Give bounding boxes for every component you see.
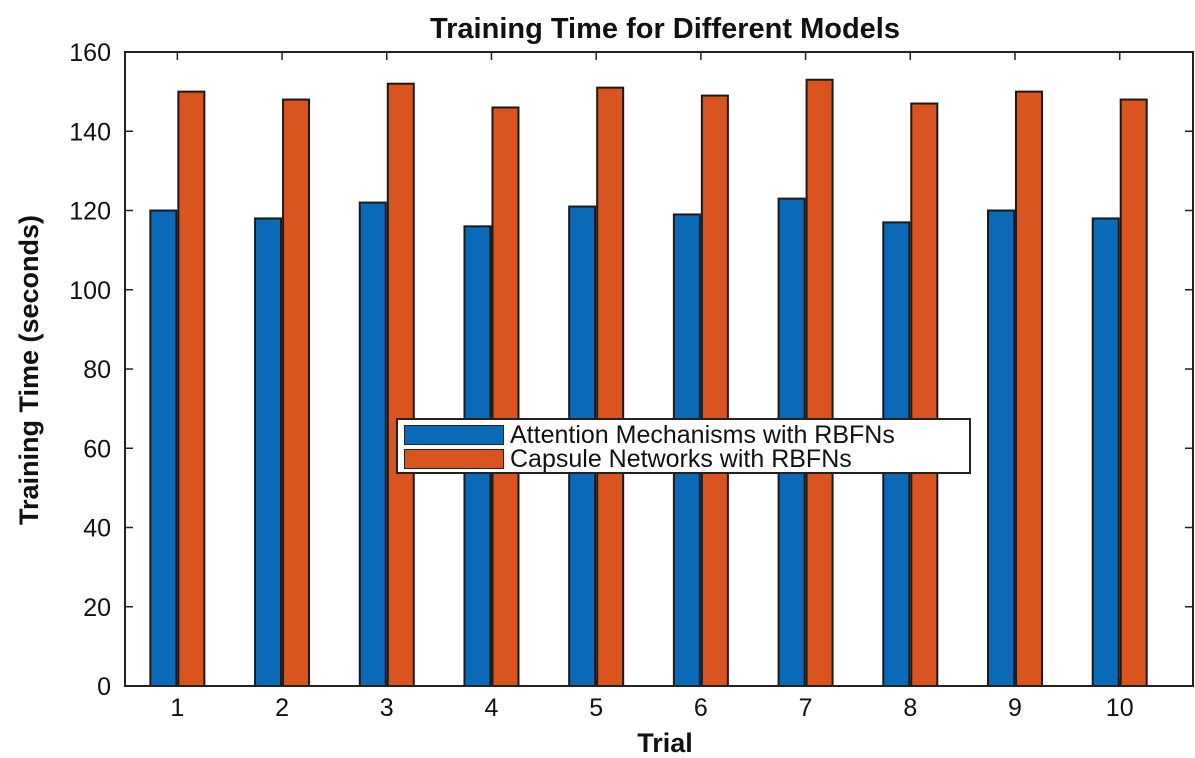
bar-capsule-trial-7 [805,78,834,688]
x-tick-label: 10 [1106,694,1134,722]
bar-capsule-trial-10 [1119,98,1148,688]
y-tick-label: 120 [69,198,111,226]
bar-capsule-trial-2 [282,98,311,688]
legend-swatch-attention [404,425,504,445]
x-axis-label: Trial [637,728,693,758]
bar-capsule-trial-4 [491,106,520,688]
legend-item-attention: Attention Mechanisms with RBFNs [404,420,895,449]
bar-capsule-trial-5 [596,86,625,688]
bar-attention-trial-10 [1091,217,1120,688]
legend-label-capsule: Capsule Networks with RBFNs [510,444,852,473]
y-tick-label: 40 [83,515,111,543]
bar-capsule-trial-3 [386,82,415,687]
y-tick-label: 160 [69,39,111,67]
x-tick-label: 8 [903,694,917,722]
x-tick-label: 7 [799,694,813,722]
legend-item-capsule: Capsule Networks with RBFNs [404,444,852,473]
x-tick-label: 1 [170,694,184,722]
x-tick-label: 2 [275,694,289,722]
y-tick-label: 60 [83,435,111,463]
y-tick-label: 100 [69,277,111,305]
bars-layer [149,78,1148,688]
x-tick-label: 6 [694,694,708,722]
bar-attention-trial-3 [358,201,387,687]
bar-attention-trial-1 [149,209,178,687]
y-tick-label: 0 [97,673,111,701]
bar-capsule-trial-9 [1015,90,1043,687]
x-tick-label: 5 [589,694,603,722]
x-tick-label: 4 [485,694,499,722]
y-axis-label: Training Time (seconds) [14,215,44,525]
chart-title: Training Time for Different Models [430,13,900,45]
legend: Attention Mechanisms with RBFNs Capsule … [396,418,971,474]
bar-capsule-trial-8 [910,102,939,687]
x-tick-label: 9 [1008,694,1022,722]
legend-swatch-capsule [404,449,504,469]
bar-attention-trial-9 [987,209,1015,687]
y-tick-label: 80 [83,356,111,384]
y-tick-label: 20 [83,594,111,622]
bar-capsule-trial-6 [700,94,729,687]
plot-frame [124,51,1194,687]
legend-label-attention: Attention Mechanisms with RBFNs [510,420,895,449]
bar-capsule-trial-1 [177,90,206,687]
y-tick-label: 140 [69,118,111,146]
bar-attention-trial-2 [254,217,283,688]
x-tick-label: 3 [380,694,394,722]
